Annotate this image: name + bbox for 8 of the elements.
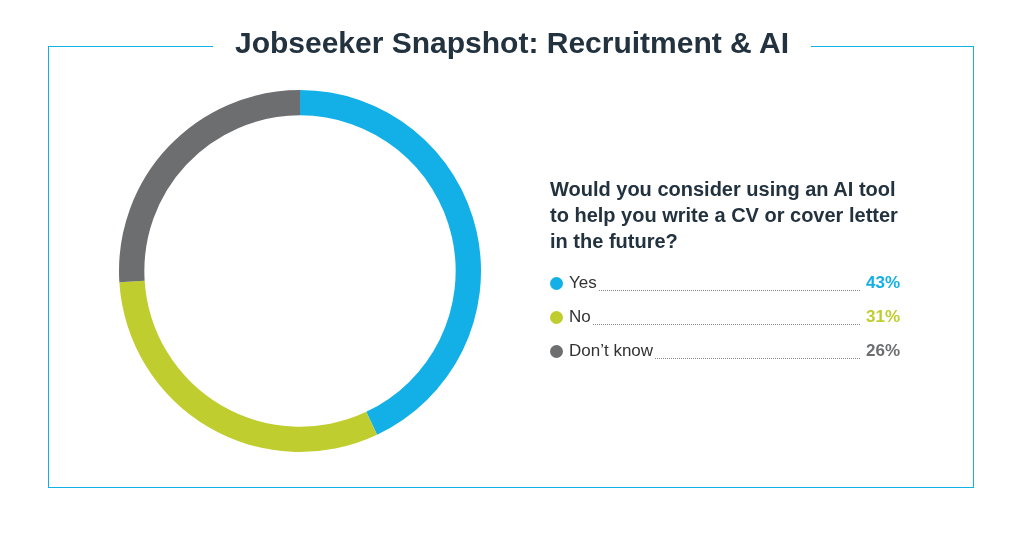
data-label: 43%	[865, 273, 900, 293]
legend-label: Don’t know	[569, 341, 654, 361]
text: Would you consider using an AI tool to help you write a CV or cover letter in the future?	[550, 177, 899, 254]
chart-title: Jobseeker Snapshot: Recruitment & AI	[212, 26, 812, 59]
data-label: 26%	[865, 341, 900, 361]
legend-label: Yes	[569, 273, 597, 293]
legend-label: No	[569, 307, 591, 327]
data-label: 31%	[865, 307, 900, 327]
